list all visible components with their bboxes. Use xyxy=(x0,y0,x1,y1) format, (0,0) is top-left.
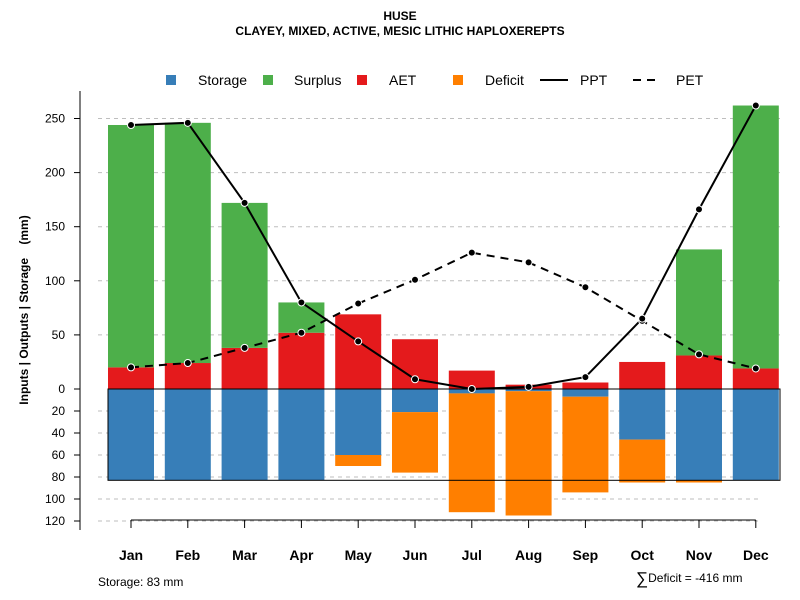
deficit-bar xyxy=(505,391,552,516)
legend-aet-swatch xyxy=(357,75,367,85)
legend-ppt-label: PPT xyxy=(580,72,608,88)
ppt-point xyxy=(751,101,760,110)
deficit-bar xyxy=(676,480,722,483)
ppt-point xyxy=(297,298,306,307)
aet-bar xyxy=(676,355,722,389)
x-tick-label: Mar xyxy=(232,547,257,563)
aet-bar xyxy=(108,367,154,389)
ppt-line xyxy=(130,105,757,391)
deficit-bar xyxy=(335,455,382,466)
surplus-bar xyxy=(164,122,211,364)
ppt-point xyxy=(354,337,363,346)
pet-point xyxy=(354,299,363,308)
storage-note: Storage: 83 mm xyxy=(98,575,184,589)
y-tick-label: 50 xyxy=(52,328,66,342)
y-tick-label: 250 xyxy=(45,112,65,126)
deficit-bar xyxy=(392,412,438,473)
y-tick-label: 20 xyxy=(52,404,66,418)
x-tick-label: Dec xyxy=(743,547,769,563)
storage-bar xyxy=(335,389,382,455)
surplus-bar xyxy=(108,124,154,368)
aet-bar xyxy=(562,382,609,389)
y-tick-label: 40 xyxy=(52,426,66,440)
pet-line xyxy=(130,251,757,370)
surplus-bar xyxy=(278,302,325,333)
deficit-bar xyxy=(562,396,609,493)
aet-bar xyxy=(448,370,495,389)
y-tick-label: 80 xyxy=(52,470,66,484)
ppt-point xyxy=(411,375,419,384)
storage-bar xyxy=(392,389,438,413)
legend-aet-label: AET xyxy=(389,72,417,88)
deficit-total-label: Deficit = -416 mm xyxy=(648,571,743,585)
aet-bar xyxy=(732,368,779,389)
ppt-point xyxy=(524,382,533,391)
aet-bar xyxy=(164,363,211,389)
pet-point xyxy=(581,283,590,292)
x-tick-label: Apr xyxy=(289,547,314,563)
x-tick-label: Jul xyxy=(462,547,482,563)
y-axis-label: Inputs | Outputs | Storage (mm) xyxy=(17,215,31,404)
aet-bar xyxy=(278,332,325,389)
x-tick-label: Sep xyxy=(573,547,599,563)
storage-bar xyxy=(732,389,779,481)
deficit-total-note: ∑Deficit = -416 mm xyxy=(636,569,742,589)
ppt-point xyxy=(240,198,249,207)
ppt-point xyxy=(695,205,703,214)
ppt-point xyxy=(183,118,192,127)
deficit-bar xyxy=(448,393,495,513)
storage-bar xyxy=(619,389,666,440)
pet-point xyxy=(297,328,306,337)
x-tick-label: Jan xyxy=(119,547,143,563)
legend-deficit-swatch xyxy=(453,75,463,85)
deficit-bar xyxy=(619,439,666,483)
legend-surplus-swatch xyxy=(263,75,273,85)
aet-bar xyxy=(619,361,666,389)
ppt-point xyxy=(467,385,476,393)
pet-point xyxy=(751,364,760,373)
pet-point xyxy=(695,350,703,359)
x-tick-label: Feb xyxy=(175,547,200,563)
pet-point xyxy=(467,248,476,257)
chart-title: HUSE xyxy=(383,9,417,23)
surplus-bar xyxy=(676,249,722,356)
pet-point xyxy=(183,359,192,368)
y-tick-label: 60 xyxy=(52,448,66,462)
storage-bar xyxy=(562,389,609,397)
y-tick-label: 120 xyxy=(45,514,65,528)
pet-point xyxy=(411,275,419,284)
pet-point xyxy=(524,258,533,267)
legend-storage-swatch xyxy=(166,75,176,85)
x-tick-label: Oct xyxy=(631,547,655,563)
aet-bar xyxy=(221,347,268,389)
sigma-symbol: ∑ xyxy=(636,569,649,588)
storage-bar xyxy=(108,389,154,481)
surplus-bar xyxy=(221,202,268,348)
y-tick-label: 150 xyxy=(45,220,65,234)
ppt-point xyxy=(638,314,647,323)
surplus-bar xyxy=(732,105,779,369)
legend-storage-label: Storage xyxy=(198,72,247,88)
legend-pet-label: PET xyxy=(676,72,704,88)
x-tick-label: May xyxy=(345,547,372,563)
storage-bar xyxy=(164,389,211,481)
storage-bar xyxy=(221,389,268,481)
ppt-point xyxy=(127,120,135,129)
chart-subtitle: CLAYEY, MIXED, ACTIVE, MESIC LITHIC HAPL… xyxy=(235,24,565,38)
y-tick-label: 100 xyxy=(45,274,65,288)
storage-bar xyxy=(278,389,325,481)
y-tick-label: 0 xyxy=(58,382,65,396)
x-tick-label: Aug xyxy=(515,547,542,563)
legend-deficit-label: Deficit xyxy=(485,72,524,88)
legend-surplus-label: Surplus xyxy=(294,72,341,88)
pet-point xyxy=(127,363,135,372)
y-tick-label: 100 xyxy=(45,492,65,506)
x-tick-label: Nov xyxy=(686,547,713,563)
x-tick-label: Jun xyxy=(403,547,428,563)
ppt-point xyxy=(581,373,590,382)
storage-bar xyxy=(676,389,722,481)
y-tick-label: 200 xyxy=(45,166,65,180)
pet-point xyxy=(240,343,249,352)
